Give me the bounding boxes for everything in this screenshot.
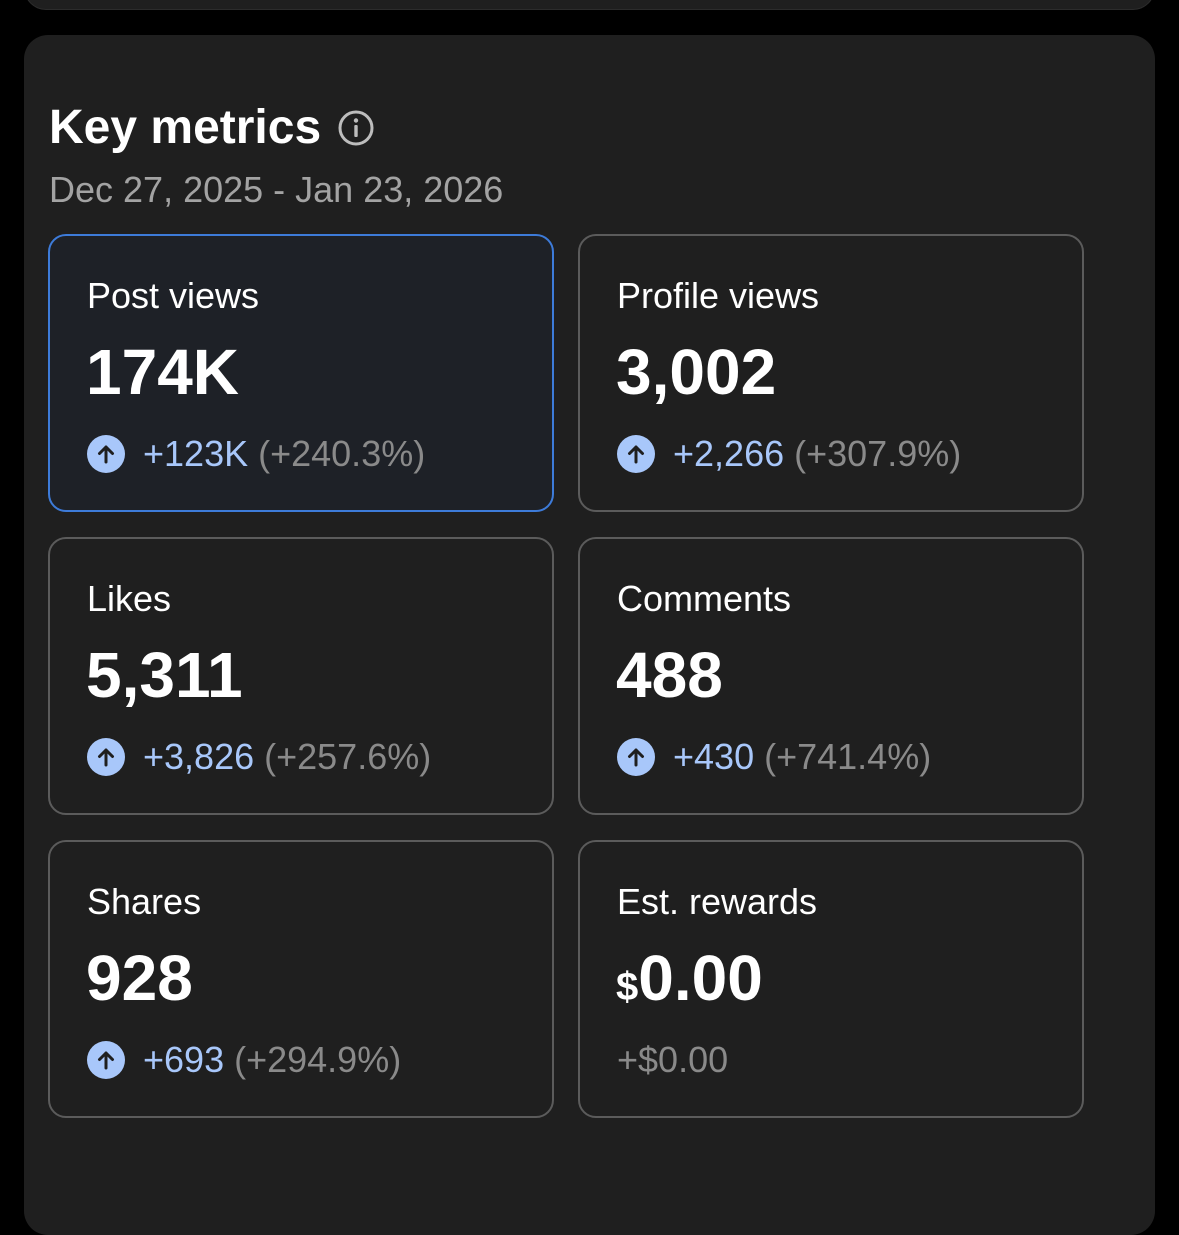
metric-change: +693 (+294.9%) — [87, 1038, 401, 1082]
metric-card-comments[interactable]: Comments 488 +430 (+741.4%) — [578, 537, 1084, 815]
currency-symbol: $ — [616, 965, 639, 1009]
arrow-up-circle-icon — [617, 435, 655, 473]
arrow-up-circle-icon — [617, 738, 655, 776]
metric-delta: +$0.00 — [617, 1039, 729, 1080]
metric-card-shares[interactable]: Shares 928 +693 (+294.9%) — [48, 840, 554, 1118]
metric-change: +$0.00 — [617, 1038, 728, 1082]
metric-change: +430 (+741.4%) — [617, 735, 931, 779]
metric-card-post-views[interactable]: Post views 174K +123K (+240.3%) — [48, 234, 554, 512]
metric-delta: +3,826 — [143, 736, 255, 777]
metric-value-amount: 0.00 — [638, 942, 763, 1014]
metric-label: Profile views — [617, 275, 820, 316]
page-title: Key metrics — [49, 101, 322, 154]
metric-percent: (+294.9%) — [234, 1039, 402, 1080]
metric-card-profile-views[interactable]: Profile views 3,002 +2,266 (+307.9%) — [578, 234, 1084, 512]
metric-percent: (+307.9%) — [794, 433, 962, 474]
metric-label: Comments — [617, 578, 792, 619]
metric-value: 174K — [86, 336, 239, 408]
previous-card-edge — [24, 0, 1155, 10]
metric-percent: (+240.3%) — [258, 433, 426, 474]
metric-delta: +123K — [143, 433, 249, 474]
metric-value: 3,002 — [616, 336, 777, 408]
metrics-grid: Post views 174K +123K (+240.3%) Profile … — [48, 234, 1084, 1118]
metric-delta: +2,266 — [673, 433, 785, 474]
metric-value: 488 — [616, 639, 723, 711]
metric-delta: +430 — [673, 736, 755, 777]
metric-label: Post views — [87, 275, 260, 316]
metric-delta: +693 — [143, 1039, 225, 1080]
date-range: Dec 27, 2025 - Jan 23, 2026 — [49, 169, 504, 210]
arrow-up-circle-icon — [87, 1041, 125, 1079]
metric-label: Shares — [87, 881, 202, 922]
metric-label: Est. rewards — [617, 881, 818, 922]
metric-value: $0.00 — [616, 940, 763, 1025]
metric-card-likes[interactable]: Likes 5,311 +3,826 (+257.6%) — [48, 537, 554, 815]
metric-value: 5,311 — [86, 639, 243, 711]
metric-label: Likes — [87, 578, 172, 619]
metric-change: +123K (+240.3%) — [87, 432, 425, 476]
metric-card-est-rewards[interactable]: Est. rewards $0.00 +$0.00 — [578, 840, 1084, 1118]
metric-percent: (+741.4%) — [764, 736, 932, 777]
arrow-up-circle-icon — [87, 738, 125, 776]
key-metrics-header: Key metrics — [49, 100, 375, 156]
metric-change: +3,826 (+257.6%) — [87, 735, 431, 779]
info-icon[interactable] — [337, 109, 375, 147]
arrow-up-circle-icon — [87, 435, 125, 473]
metric-percent: (+257.6%) — [264, 736, 432, 777]
metric-change: +2,266 (+307.9%) — [617, 432, 961, 476]
metric-value: 928 — [86, 942, 193, 1014]
